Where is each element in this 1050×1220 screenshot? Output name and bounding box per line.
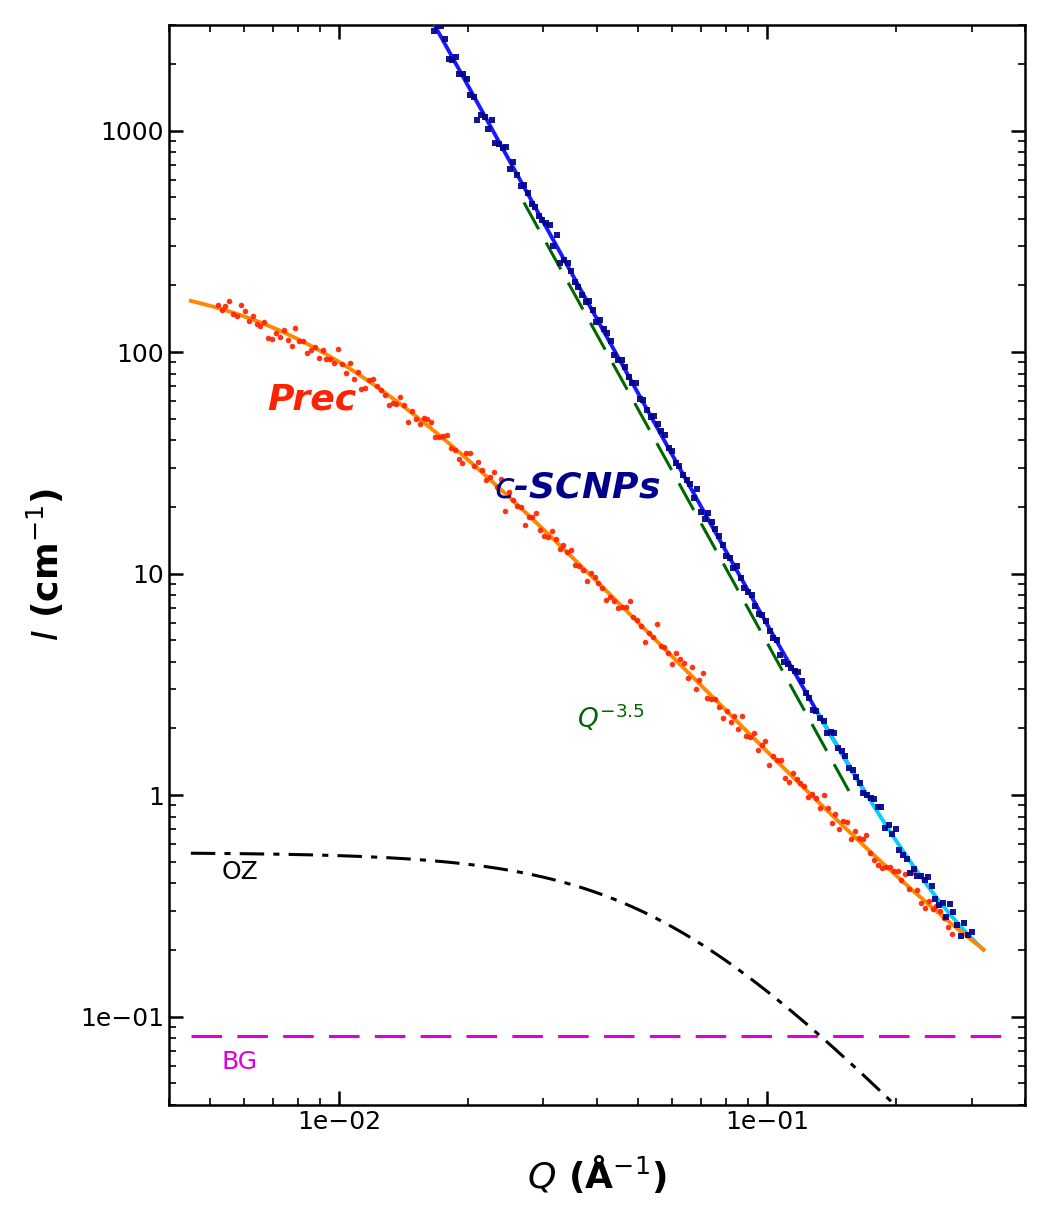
Text: BG: BG <box>222 1050 257 1074</box>
Text: Prec: Prec <box>268 383 357 417</box>
Text: $c$-SCNPs: $c$-SCNPs <box>495 471 660 505</box>
Text: OZ: OZ <box>222 860 258 883</box>
Y-axis label: $I$ (cm$^{-1}$): $I$ (cm$^{-1}$) <box>25 488 66 642</box>
X-axis label: $Q$ (Å$^{-1}$): $Q$ (Å$^{-1}$) <box>527 1153 667 1196</box>
Text: $Q^{-3.5}$: $Q^{-3.5}$ <box>578 703 646 734</box>
